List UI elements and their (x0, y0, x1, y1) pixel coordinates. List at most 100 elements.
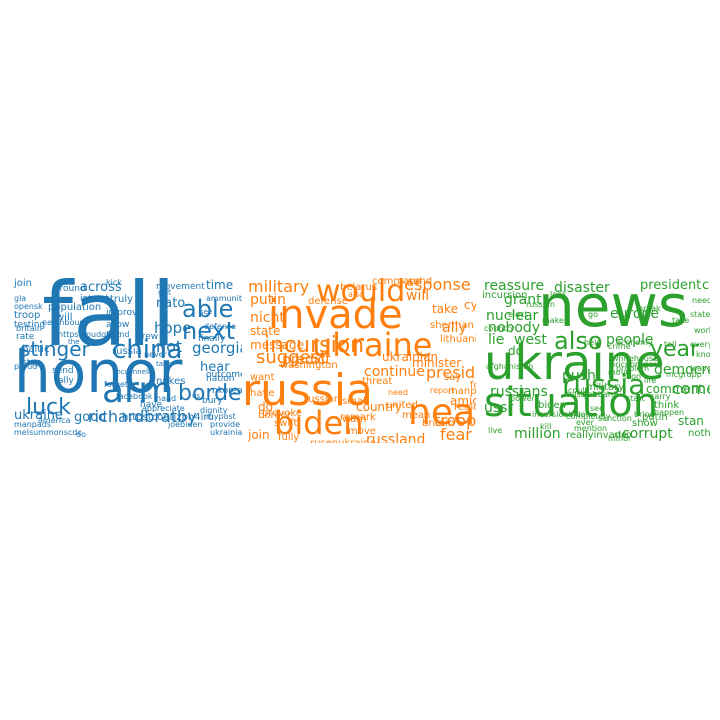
word-cloud-2-word: command (372, 277, 422, 287)
word-cloud-2-word: britain (422, 418, 455, 429)
word-cloud-2-word: will (406, 288, 430, 304)
word-cloud-2-word: need (388, 388, 408, 397)
word-cloud-3-word: show (632, 418, 658, 429)
word-cloud-1-word: able (182, 295, 234, 323)
word-cloud-2-word: russian (304, 394, 341, 405)
word-cloud-3-word: million (514, 426, 561, 442)
word-cloud-3-word: move (608, 368, 631, 377)
word-cloud-1-word: troop (14, 310, 41, 321)
word-cloud-1-word: get (158, 288, 172, 297)
word-cloud-1-word: httpstcoudqjgjz (58, 330, 120, 339)
word-cloud-3-word: crime (608, 342, 631, 351)
word-cloud-1-word: us (192, 392, 201, 400)
word-cloud-3-word: whitehouse (612, 354, 659, 363)
word-cloud-1-word: proud (14, 362, 38, 371)
word-cloud-3-word: stan (678, 414, 704, 428)
word-cloud-1-word: population (48, 302, 102, 313)
word-cloud-1-word: brew (136, 332, 159, 342)
word-cloud-2: invade would ukraine russia incursion biden ne… (244, 277, 476, 443)
word-cloud-2-word: region (454, 402, 476, 413)
word-cloud-1-word: luck (26, 395, 71, 420)
word-cloud-2-word: border (258, 410, 292, 421)
word-cloud-1-word: good (74, 410, 107, 425)
word-cloud-2-word: move (348, 426, 376, 437)
word-cloud-2-word: do (258, 400, 273, 414)
word-cloud-3-word: people (606, 332, 654, 348)
word-cloud-2-word: would (316, 277, 406, 309)
word-cloud-1-word: httpstcoqtjzph4iru (122, 412, 214, 423)
word-cloud-3-word: biden (538, 400, 566, 411)
word-cloud-3-word: nobody (488, 320, 541, 336)
word-cloud-3-word: also (554, 327, 603, 355)
word-cloud-1-word: hear (200, 360, 230, 375)
word-cloud-1-word: around (54, 284, 86, 294)
word-cloud-3-word: go (588, 310, 598, 319)
word-cloud-2-word: belarus (340, 282, 378, 293)
word-cloud-3-word: need (692, 296, 710, 305)
word-cloud-3-word: economy (616, 338, 653, 347)
word-cloud-1-word: ally (58, 376, 74, 386)
word-cloud-3-word: life (644, 376, 657, 385)
word-cloud-3-word: year (650, 337, 700, 362)
word-cloud-1-word: will (56, 312, 73, 323)
word-cloud-2-word: president (426, 363, 476, 382)
word-cloud-1-word: the (68, 338, 80, 346)
word-cloud-1-word: send (52, 366, 74, 376)
word-cloud-1-word: honor (14, 338, 183, 406)
word-cloud-1-word: hand (156, 394, 177, 403)
word-cloud-1-word: rate (16, 332, 35, 342)
word-cloud-1-word: time (206, 278, 234, 292)
word-cloud-1-word: forget (104, 380, 128, 389)
word-cloud-1-word: dignity (200, 406, 228, 415)
word-cloud-2-word: putin (250, 292, 287, 308)
word-cloud-1-word: neighbour (42, 318, 83, 327)
word-cloud-3-word: tulsigabbard (566, 390, 617, 399)
word-cloud-1-word: next (182, 317, 236, 345)
word-cloud-1-word: nato (156, 296, 186, 311)
word-cloud-2-word: country (356, 400, 402, 414)
word-cloud-3-word: stop (614, 430, 632, 439)
word-cloud-1-word: russia (112, 346, 142, 357)
word-cloud-2-word: rusenukraine (310, 439, 376, 444)
word-cloud-3-word: disaster (554, 280, 610, 296)
word-cloud-3-word: reassure (484, 278, 545, 294)
word-cloud-3-word: west (514, 332, 547, 348)
word-cloud-3-word: grant (504, 292, 542, 308)
word-cloud-2-word: state (250, 324, 281, 338)
word-cloud-2-word: defense (308, 296, 348, 307)
word-cloud-3-word: happen (654, 408, 685, 417)
word-cloud-3-word: nothing (688, 428, 710, 439)
word-cloud-3-word: push (562, 368, 596, 384)
word-cloud-3: news ukraine situation also year russia reassu… (478, 277, 710, 443)
word-cloud-3-word: putin (642, 412, 668, 423)
word-cloud-3-word: world (694, 326, 710, 335)
word-cloud-3-word: reallyinvade (566, 430, 628, 441)
word-cloud-1: fall honor china stinger arm luck richardbratb… (10, 277, 242, 443)
word-cloud-2-word: continue (364, 364, 425, 380)
word-cloud-2-word: provoke (262, 408, 302, 419)
word-cloud-2-word: response (398, 277, 471, 294)
word-cloud-1-word: do (76, 430, 86, 439)
word-cloud-3-word: president (640, 278, 702, 293)
word-cloud-3-word: lie (488, 332, 505, 348)
word-cloud-2-word: cyber (464, 298, 476, 312)
word-cloud-1-word: see (200, 308, 213, 316)
word-cloud-3-word: democracy (654, 362, 710, 378)
word-cloud-3-word: bring (634, 410, 655, 419)
word-cloud-1-word: ukraine (14, 408, 63, 423)
word-cloud-2-word: russia (244, 365, 374, 416)
word-cloud-2-word: want (250, 372, 275, 383)
word-cloud-3-word: break (638, 304, 661, 313)
word-cloud-2-word: predict (282, 352, 331, 368)
word-cloud-3-word: live (488, 426, 503, 435)
word-cloud-2-word: troop (434, 411, 476, 430)
word-cloud-1-word: outcome (206, 370, 242, 380)
word-cloud-1-word: friend (106, 330, 130, 339)
word-cloud-1-word: fall (42, 277, 176, 366)
word-cloud-2-word: nicht (250, 310, 285, 326)
word-cloud-2-word: also (348, 290, 365, 299)
word-cloud-3-word: russia (562, 368, 646, 401)
word-cloud-1-word: kick (106, 278, 122, 287)
word-cloud-1-word: china (112, 335, 183, 365)
word-cloud-1-word: movement (156, 282, 205, 292)
